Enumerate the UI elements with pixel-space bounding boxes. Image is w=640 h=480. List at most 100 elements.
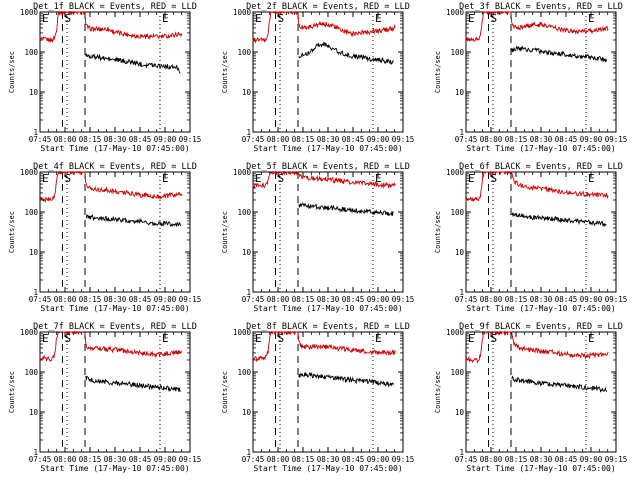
lld-series-line bbox=[252, 10, 396, 44]
time-marker-label: S bbox=[491, 172, 498, 185]
x-tick-label: 08:30 bbox=[530, 295, 553, 304]
y-tick-label: 1 bbox=[33, 128, 38, 137]
x-tick-label: 08:15 bbox=[79, 295, 102, 304]
time-marker-label: E bbox=[255, 12, 262, 25]
x-tick-label: 09:00 bbox=[580, 295, 603, 304]
x-tick-label: 08:30 bbox=[317, 135, 340, 144]
lld-series-line bbox=[465, 10, 609, 42]
panel-title: Det_3f BLACK = Events, RED = LLD bbox=[459, 2, 623, 12]
x-axis-label: Start Time (17-May-10 07:45:00) bbox=[253, 464, 402, 473]
y-tick-label: 100 bbox=[237, 208, 251, 217]
y-tick-label: 1000 bbox=[233, 8, 252, 17]
x-tick-label: 08:30 bbox=[317, 455, 340, 464]
x-tick-label: 08:00 bbox=[267, 455, 290, 464]
time-marker-label: E bbox=[375, 172, 382, 185]
x-tick-label: 09:00 bbox=[367, 295, 390, 304]
y-tick-label: 100 bbox=[237, 368, 251, 377]
time-marker-label: E bbox=[588, 12, 595, 25]
time-marker-label: E bbox=[375, 12, 382, 25]
events-series-line bbox=[85, 53, 181, 74]
y-axis-label: Counts/sec bbox=[8, 51, 16, 93]
x-tick-label: 08:30 bbox=[104, 455, 127, 464]
x-tick-label: 09:15 bbox=[605, 135, 628, 144]
panel-title: Det_2f BLACK = Events, RED = LLD bbox=[246, 2, 410, 12]
detector-panel: Det_6f BLACK = Events, RED = LLD 1 10 100 10… bbox=[434, 162, 627, 313]
x-tick-label: 08:00 bbox=[54, 455, 77, 464]
events-series-line bbox=[511, 375, 608, 393]
time-marker-label: S bbox=[278, 332, 285, 345]
y-tick-label: 100 bbox=[450, 208, 464, 217]
y-tick-label: 1000 bbox=[446, 328, 465, 337]
x-tick-label: 08:45 bbox=[555, 135, 578, 144]
x-tick-label: 08:30 bbox=[104, 135, 127, 144]
lld-series-line bbox=[465, 330, 609, 364]
x-tick-label: 07:45 bbox=[455, 295, 478, 304]
x-tick-label: 08:45 bbox=[129, 295, 152, 304]
y-axis-label: Counts/sec bbox=[434, 211, 442, 253]
y-tick-label: 1 bbox=[246, 288, 251, 297]
lld-series-line bbox=[465, 171, 609, 203]
x-axis-label: Start Time (17-May-10 07:45:00) bbox=[40, 464, 189, 473]
x-tick-label: 08:15 bbox=[292, 455, 315, 464]
y-tick-label: 10 bbox=[242, 88, 252, 97]
x-tick-label: 09:00 bbox=[367, 135, 390, 144]
y-tick-label: 1000 bbox=[233, 168, 252, 177]
x-tick-label: 09:00 bbox=[154, 135, 177, 144]
lld-series-line bbox=[39, 170, 183, 203]
x-tick-label: 08:00 bbox=[54, 295, 77, 304]
x-tick-label: 08:15 bbox=[79, 135, 102, 144]
y-tick-label: 100 bbox=[450, 48, 464, 57]
y-tick-label: 1000 bbox=[20, 328, 39, 337]
x-tick-label: 08:45 bbox=[555, 295, 578, 304]
events-series-line bbox=[298, 41, 394, 66]
y-axis-label: Counts/sec bbox=[8, 211, 16, 253]
time-marker-label: S bbox=[278, 172, 285, 185]
y-axis-label: Counts/sec bbox=[221, 371, 229, 413]
panel-title: Det_6f BLACK = Events, RED = LLD bbox=[459, 162, 623, 172]
time-marker-label: E bbox=[375, 332, 382, 345]
time-marker-label: E bbox=[468, 172, 475, 185]
x-tick-label: 09:15 bbox=[605, 455, 628, 464]
x-tick-label: 07:45 bbox=[242, 455, 265, 464]
x-tick-label: 08:45 bbox=[555, 455, 578, 464]
x-tick-label: 08:45 bbox=[129, 135, 152, 144]
x-tick-label: 08:00 bbox=[267, 295, 290, 304]
y-axis-label: Counts/sec bbox=[8, 371, 16, 413]
y-tick-label: 1 bbox=[459, 288, 464, 297]
x-axis-label: Start Time (17-May-10 07:45:00) bbox=[466, 464, 615, 473]
detector-panel: Det_9f BLACK = Events, RED = LLD 1 10 100 10… bbox=[434, 322, 627, 473]
events-series-line bbox=[511, 45, 608, 63]
y-tick-label: 1 bbox=[33, 448, 38, 457]
x-tick-label: 09:15 bbox=[179, 455, 202, 464]
y-tick-label: 1000 bbox=[233, 328, 252, 337]
x-tick-label: 09:15 bbox=[392, 295, 415, 304]
time-marker-label: S bbox=[278, 12, 285, 25]
x-tick-label: 09:00 bbox=[154, 455, 177, 464]
x-tick-label: 08:30 bbox=[104, 295, 127, 304]
events-series-line bbox=[85, 213, 182, 228]
detector-panel: Det_2f BLACK = Events, RED = LLD 1 10 100 10… bbox=[221, 2, 414, 153]
time-marker-label: S bbox=[65, 12, 72, 25]
x-tick-label: 08:00 bbox=[267, 135, 290, 144]
time-marker-label: S bbox=[491, 332, 498, 345]
time-marker-label: S bbox=[65, 332, 72, 345]
y-tick-label: 1 bbox=[459, 448, 464, 457]
panel-title: Det_5f BLACK = Events, RED = LLD bbox=[246, 162, 410, 172]
time-marker-label: S bbox=[65, 172, 72, 185]
events-series-line bbox=[298, 371, 394, 388]
x-tick-label: 08:00 bbox=[480, 295, 503, 304]
x-tick-label: 09:00 bbox=[580, 135, 603, 144]
events-series-line bbox=[511, 212, 607, 228]
y-axis-label: Counts/sec bbox=[221, 51, 229, 93]
x-tick-label: 07:45 bbox=[29, 295, 52, 304]
time-marker-label: E bbox=[468, 332, 475, 345]
y-tick-label: 100 bbox=[24, 208, 38, 217]
y-axis-label: Counts/sec bbox=[434, 371, 442, 413]
x-tick-label: 09:15 bbox=[179, 295, 202, 304]
y-tick-label: 10 bbox=[242, 248, 252, 257]
panel-title: Det_7f BLACK = Events, RED = LLD bbox=[33, 322, 197, 332]
x-tick-label: 08:15 bbox=[505, 135, 528, 144]
x-tick-label: 08:30 bbox=[530, 135, 553, 144]
x-axis-label: Start Time (17-May-10 07:45:00) bbox=[40, 144, 189, 153]
